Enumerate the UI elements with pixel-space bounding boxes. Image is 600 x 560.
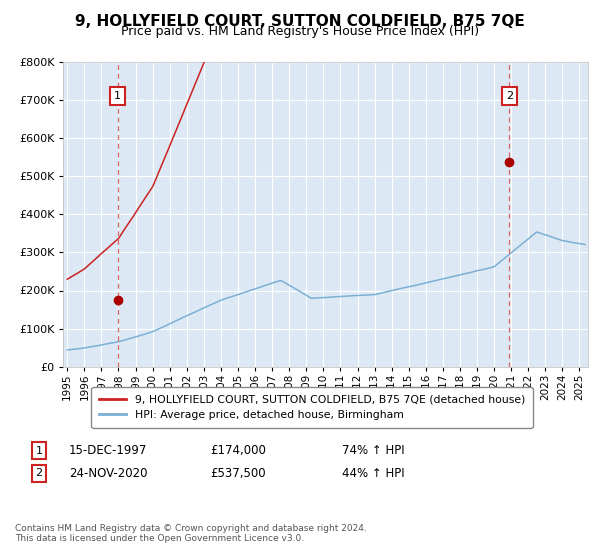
- Text: Price paid vs. HM Land Registry's House Price Index (HPI): Price paid vs. HM Land Registry's House …: [121, 25, 479, 38]
- Text: 15-DEC-1997: 15-DEC-1997: [69, 444, 148, 458]
- Text: £174,000: £174,000: [210, 444, 266, 458]
- Text: 1: 1: [35, 446, 43, 456]
- Text: Contains HM Land Registry data © Crown copyright and database right 2024.
This d: Contains HM Land Registry data © Crown c…: [15, 524, 367, 543]
- Text: 2: 2: [506, 91, 513, 101]
- Text: 44% ↑ HPI: 44% ↑ HPI: [342, 466, 404, 480]
- Text: 74% ↑ HPI: 74% ↑ HPI: [342, 444, 404, 458]
- Text: 24-NOV-2020: 24-NOV-2020: [69, 466, 148, 480]
- Text: £537,500: £537,500: [210, 466, 266, 480]
- Text: 9, HOLLYFIELD COURT, SUTTON COLDFIELD, B75 7QE: 9, HOLLYFIELD COURT, SUTTON COLDFIELD, B…: [75, 14, 525, 29]
- Legend: 9, HOLLYFIELD COURT, SUTTON COLDFIELD, B75 7QE (detached house), HPI: Average pr: 9, HOLLYFIELD COURT, SUTTON COLDFIELD, B…: [91, 387, 533, 428]
- Text: 2: 2: [35, 468, 43, 478]
- Text: 1: 1: [115, 91, 121, 101]
